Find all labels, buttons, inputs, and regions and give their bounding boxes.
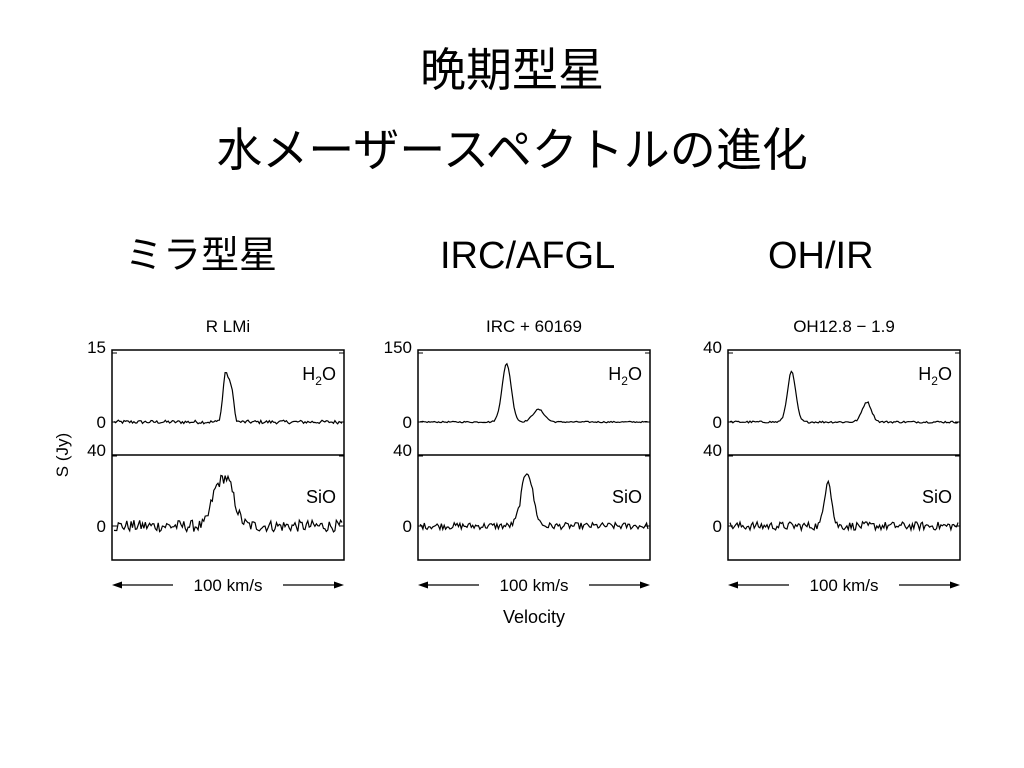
arrow-right-icon — [334, 581, 344, 589]
arrow-left-icon — [112, 581, 122, 589]
y-tick-label: 0 — [97, 413, 106, 432]
y-axis-label: S (Jy) — [53, 433, 72, 477]
y-tick-label: 0 — [403, 413, 412, 432]
spectrum-line-h2o — [729, 370, 959, 424]
spectrum-line-h2o — [113, 371, 343, 425]
arrow-left-icon — [728, 581, 738, 589]
category-label-irc-afgl: IRC/AFGL — [440, 235, 616, 277]
species-label: SiO — [306, 487, 336, 507]
spectrum-line-sio — [113, 474, 343, 533]
species-label: H2O — [608, 364, 642, 388]
y-tick-label: 0 — [97, 517, 106, 536]
spectrum-line-h2o — [419, 362, 649, 424]
category-label-oh-ir: OH/IR — [768, 235, 874, 277]
species-label: SiO — [612, 487, 642, 507]
species-label: H2O — [302, 364, 336, 388]
y-tick-label: 40 — [87, 441, 106, 460]
arrow-right-icon — [950, 581, 960, 589]
slide-title-line-2: 水メーザースペクトルの進化 — [216, 123, 808, 177]
y-tick-label: 150 — [384, 338, 412, 357]
chart-title: R LMi — [206, 317, 250, 336]
chart-title: IRC + 60169 — [486, 317, 582, 336]
y-tick-label: 40 — [703, 338, 722, 357]
species-label: SiO — [922, 487, 952, 507]
chart-title: OH12.8 − 1.9 — [793, 317, 895, 336]
spectrum-line-sio — [729, 479, 959, 533]
scalebar-label: 100 km/s — [500, 576, 569, 595]
spectrum-line-sio — [419, 473, 649, 532]
y-tick-label: 0 — [713, 413, 722, 432]
arrow-left-icon — [418, 581, 428, 589]
arrow-right-icon — [640, 581, 650, 589]
y-tick-label: 15 — [87, 338, 106, 357]
slide-title-line-1: 晩期型星 — [420, 43, 604, 97]
x-axis-label: Velocity — [503, 607, 565, 627]
category-label-mira: ミラ型星 — [125, 235, 278, 277]
y-tick-label: 0 — [713, 517, 722, 536]
scalebar-label: 100 km/s — [194, 576, 263, 595]
species-label: H2O — [918, 364, 952, 388]
scalebar-label: 100 km/s — [810, 576, 879, 595]
y-tick-label: 40 — [703, 441, 722, 460]
y-tick-label: 0 — [403, 517, 412, 536]
y-tick-label: 40 — [393, 441, 412, 460]
